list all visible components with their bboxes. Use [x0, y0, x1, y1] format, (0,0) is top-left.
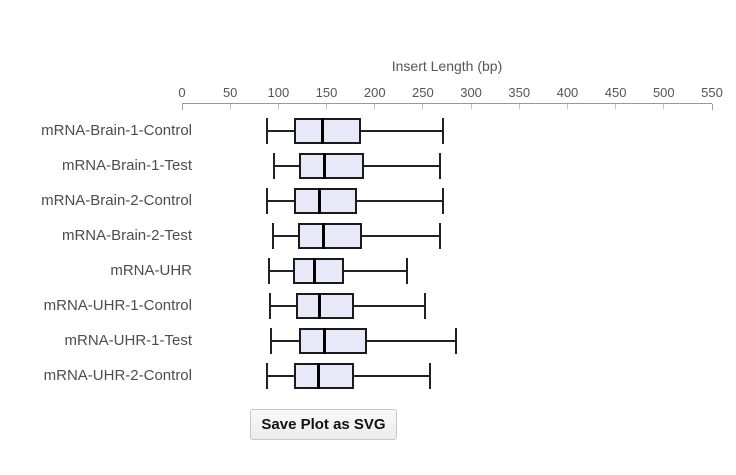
x-axis-tick: [277, 104, 279, 109]
x-axis-tick: [229, 104, 231, 109]
x-axis-tick-label: 550: [701, 85, 723, 100]
category-label: mRNA-UHR-2-Control: [43, 367, 192, 384]
iqr-box: [293, 118, 362, 144]
whisker-cap-low: [271, 223, 274, 249]
save-plot-as-svg-button[interactable]: Save Plot as SVG: [250, 409, 397, 440]
x-axis-tick: [615, 104, 617, 109]
x-axis-tick: [326, 104, 328, 109]
whisker-cap-low: [267, 258, 270, 284]
x-axis-tick-label: 300: [460, 85, 482, 100]
median-line: [322, 223, 326, 249]
category-label: mRNA-Brain-2-Control: [41, 192, 192, 209]
whisker-cap-high: [406, 258, 409, 284]
x-axis-tick: [566, 104, 568, 109]
median-line: [318, 293, 322, 319]
x-axis-tick: [518, 104, 520, 109]
category-label: mRNA-UHR: [110, 262, 192, 279]
whisker-cap-high: [423, 293, 426, 319]
median-line: [317, 363, 321, 389]
x-axis-tick: [422, 104, 424, 109]
median-line: [323, 328, 327, 354]
x-axis-tick-label: 500: [652, 85, 675, 100]
category-label: mRNA-Brain-1-Control: [41, 122, 192, 139]
x-axis-tick: [181, 104, 183, 110]
whisker-cap-low: [265, 118, 268, 144]
whisker-cap-low: [265, 188, 268, 214]
median-line: [318, 188, 322, 214]
x-axis-tick-label: 0: [178, 85, 186, 100]
x-axis-tick: [663, 104, 665, 109]
median-line: [321, 118, 325, 144]
x-axis-tick-label: 400: [556, 85, 579, 100]
iqr-box: [297, 223, 363, 249]
whisker-cap-low: [265, 363, 268, 389]
x-axis-tick-label: 150: [315, 85, 338, 100]
whisker-cap-low: [268, 293, 271, 319]
iqr-box: [295, 293, 355, 319]
iqr-box: [298, 153, 365, 179]
x-axis-tick: [374, 104, 376, 109]
whisker-cap-high: [439, 223, 442, 249]
x-axis-tick-label: 450: [604, 85, 627, 100]
whisker-cap-high: [439, 153, 442, 179]
x-axis-tick-label: 200: [363, 85, 386, 100]
category-label: mRNA-Brain-2-Test: [61, 227, 192, 244]
x-axis-tick: [470, 104, 472, 109]
x-axis-tick-label: 250: [412, 85, 434, 100]
x-axis-line: [182, 103, 712, 104]
iqr-box: [293, 188, 358, 214]
whisker-cap-high: [442, 188, 445, 214]
whisker-cap-low: [269, 328, 272, 354]
x-axis-tick-label: 50: [222, 85, 238, 100]
whisker-cap-high: [442, 118, 445, 144]
category-label: mRNA-UHR-1-Control: [43, 297, 192, 314]
whisker-cap-high: [428, 363, 431, 389]
iqr-box: [298, 328, 367, 354]
category-label: mRNA-UHR-1-Test: [64, 332, 193, 349]
median-line: [312, 258, 316, 284]
x-axis-tick-label: 350: [508, 85, 531, 100]
iqr-box: [293, 363, 354, 389]
whisker-cap-high: [454, 328, 457, 354]
whisker-cap-low: [272, 153, 275, 179]
median-line: [323, 153, 327, 179]
x-axis-tick: [711, 104, 713, 110]
x-axis-title: Insert Length (bp): [391, 58, 503, 74]
x-axis-tick-label: 100: [267, 85, 290, 100]
category-label: mRNA-Brain-1-Test: [61, 157, 192, 174]
iqr-box: [292, 258, 344, 284]
